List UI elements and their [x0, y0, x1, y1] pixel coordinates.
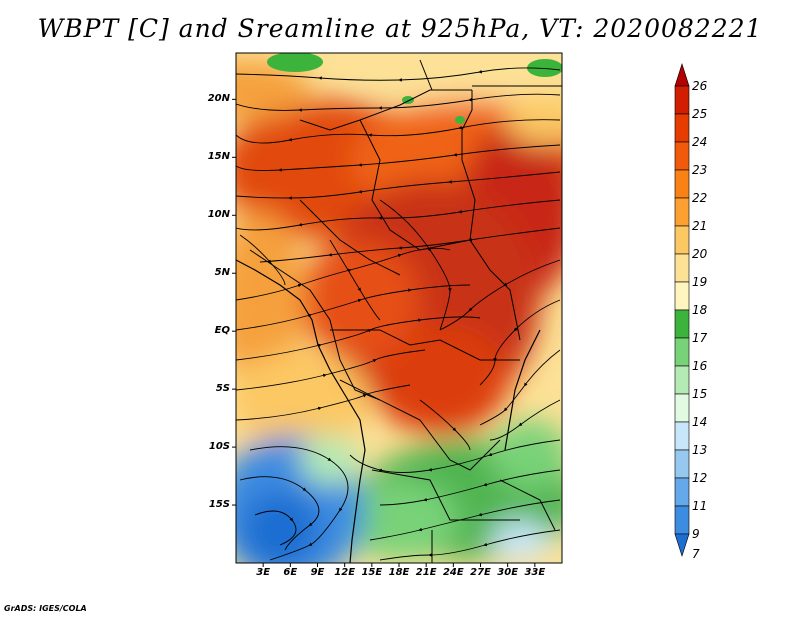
- colorbar-label: 20: [692, 247, 708, 261]
- lon-tick-label: 24E: [442, 567, 464, 578]
- colorbar-segment: [674, 169, 690, 199]
- colorbar-label: 18: [692, 303, 708, 317]
- colorbar-segment: [674, 113, 690, 143]
- lon-tick-label: 6E: [283, 567, 298, 578]
- lon-tick-label: 15E: [361, 567, 383, 578]
- lat-tick-label: 10N: [207, 209, 230, 221]
- colorbar-segment: [674, 477, 690, 507]
- colorbar-label: 17: [692, 331, 708, 345]
- colorbar-label: 22: [692, 191, 708, 205]
- colorbar: [674, 63, 690, 557]
- lon-tick-label: 12E: [334, 567, 356, 578]
- lon-tick-label: 18E: [388, 567, 410, 578]
- colorbar-segment: [674, 253, 690, 283]
- colorbar-segment: [674, 281, 690, 311]
- colorbar-label: 23: [692, 163, 708, 177]
- colorbar-label: 11: [692, 499, 708, 513]
- colorbar-segment: [674, 505, 690, 535]
- chart-title: WBPT [C] and Sreamline at 925hPa, VT: 20…: [37, 14, 763, 43]
- lon-tick-label: 33E: [524, 567, 546, 578]
- wbpt-field: [236, 53, 562, 563]
- lon-tick-label: 30E: [497, 567, 519, 578]
- colorbar-segment: [674, 197, 690, 227]
- colorbar-segment: [674, 365, 690, 395]
- lat-tick-label: 15N: [207, 151, 230, 163]
- lon-tick-label: 9E: [310, 567, 325, 578]
- colorbar-label: 13: [692, 443, 708, 457]
- lat-tick-label: EQ: [214, 325, 230, 337]
- colorbar-label: 21: [692, 219, 708, 233]
- colorbar-segment: [674, 63, 690, 87]
- colorbar-segment: [674, 533, 690, 557]
- colorbar-label: 12: [692, 471, 708, 485]
- colorbar-segment: [674, 393, 690, 423]
- grads-credit: GrADS: IGES/COLA: [4, 604, 87, 613]
- lon-tick-label: 3E: [256, 567, 271, 578]
- lon-tick-label: 21E: [415, 567, 437, 578]
- colorbar-segment: [674, 141, 690, 171]
- lat-tick-label: 5N: [214, 267, 230, 279]
- colorbar-segment: [674, 421, 690, 451]
- lon-tick-label: 27E: [470, 567, 491, 578]
- colorbar-label: 16: [692, 359, 708, 373]
- lat-tick-label: 5S: [215, 383, 230, 395]
- lat-tick-label: 15S: [208, 499, 230, 511]
- colorbar-segment: [674, 337, 690, 367]
- colorbar-segment: [674, 309, 690, 339]
- colorbar-label: 15: [692, 387, 708, 401]
- colorbar-label: 9: [692, 527, 700, 541]
- lat-tick-label: 10S: [208, 441, 230, 453]
- lat-tick-label: 20N: [207, 93, 230, 105]
- colorbar-label: 14: [692, 415, 708, 429]
- colorbar-label: 24: [692, 135, 708, 149]
- colorbar-segment: [674, 85, 690, 115]
- colorbar-segment: [674, 225, 690, 255]
- colorbar-label: 26: [692, 79, 708, 93]
- colorbar-label: 7: [692, 547, 700, 561]
- colorbar-label: 25: [692, 107, 708, 121]
- colorbar-label: 19: [692, 275, 708, 289]
- colorbar-segment: [674, 449, 690, 479]
